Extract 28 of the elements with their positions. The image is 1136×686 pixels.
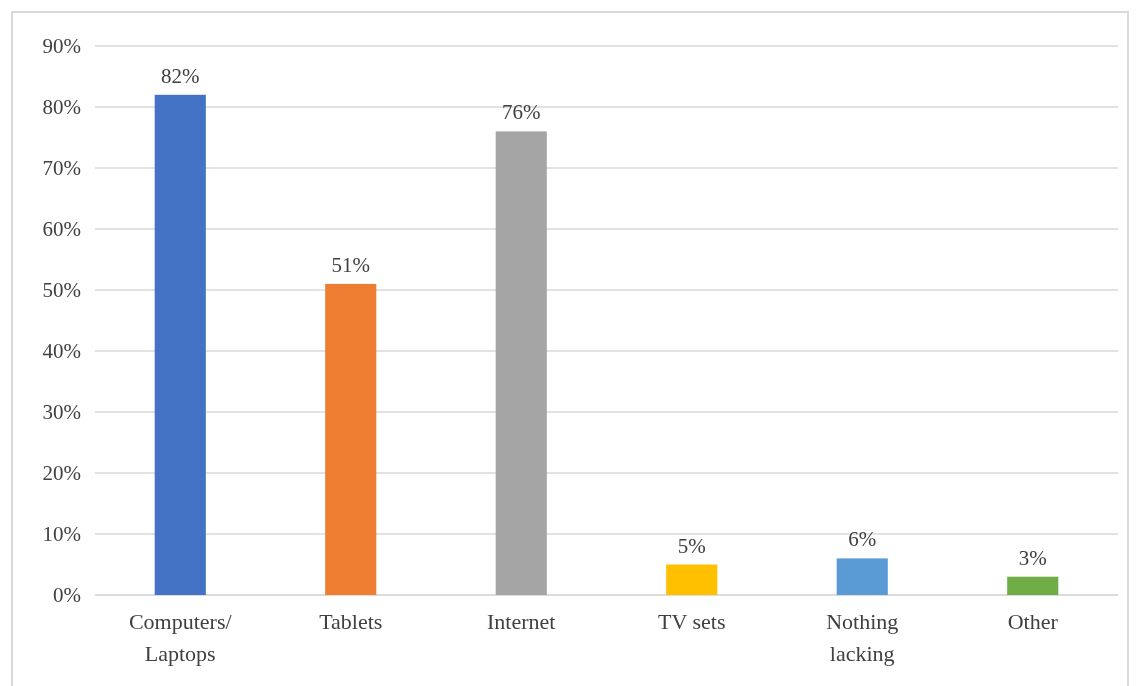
bar	[836, 558, 888, 595]
data-label: 5%	[677, 533, 706, 558]
y-tick-label: 70%	[42, 156, 81, 181]
y-tick-label: 40%	[42, 339, 81, 364]
data-label: 51%	[331, 252, 370, 277]
y-tick-label: 60%	[42, 217, 81, 242]
y-tick-label: 30%	[42, 400, 81, 425]
y-tick-label: 90%	[42, 34, 81, 59]
data-label: 76%	[502, 100, 541, 125]
bar	[1007, 576, 1059, 595]
y-tick-label: 0%	[53, 583, 81, 608]
x-tick-label: Nothing lacking	[826, 609, 899, 666]
y-tick-label: 10%	[42, 522, 81, 547]
data-label: 6%	[848, 527, 877, 552]
x-tick-label: Computers/ Laptops	[128, 609, 233, 666]
bar	[154, 94, 206, 595]
x-tick-label: TV sets	[658, 609, 726, 634]
data-label: 82%	[161, 63, 200, 88]
bar	[666, 564, 718, 595]
x-tick-label: Internet	[487, 609, 556, 634]
bar	[495, 131, 547, 595]
x-tick-label: Other	[1007, 609, 1059, 634]
data-label: 3%	[1018, 545, 1047, 570]
bar	[325, 283, 377, 595]
y-tick-label: 80%	[42, 95, 81, 120]
y-tick-label: 50%	[42, 278, 81, 303]
y-tick-label: 20%	[42, 461, 81, 486]
x-tick-label: Tablets	[319, 609, 383, 634]
